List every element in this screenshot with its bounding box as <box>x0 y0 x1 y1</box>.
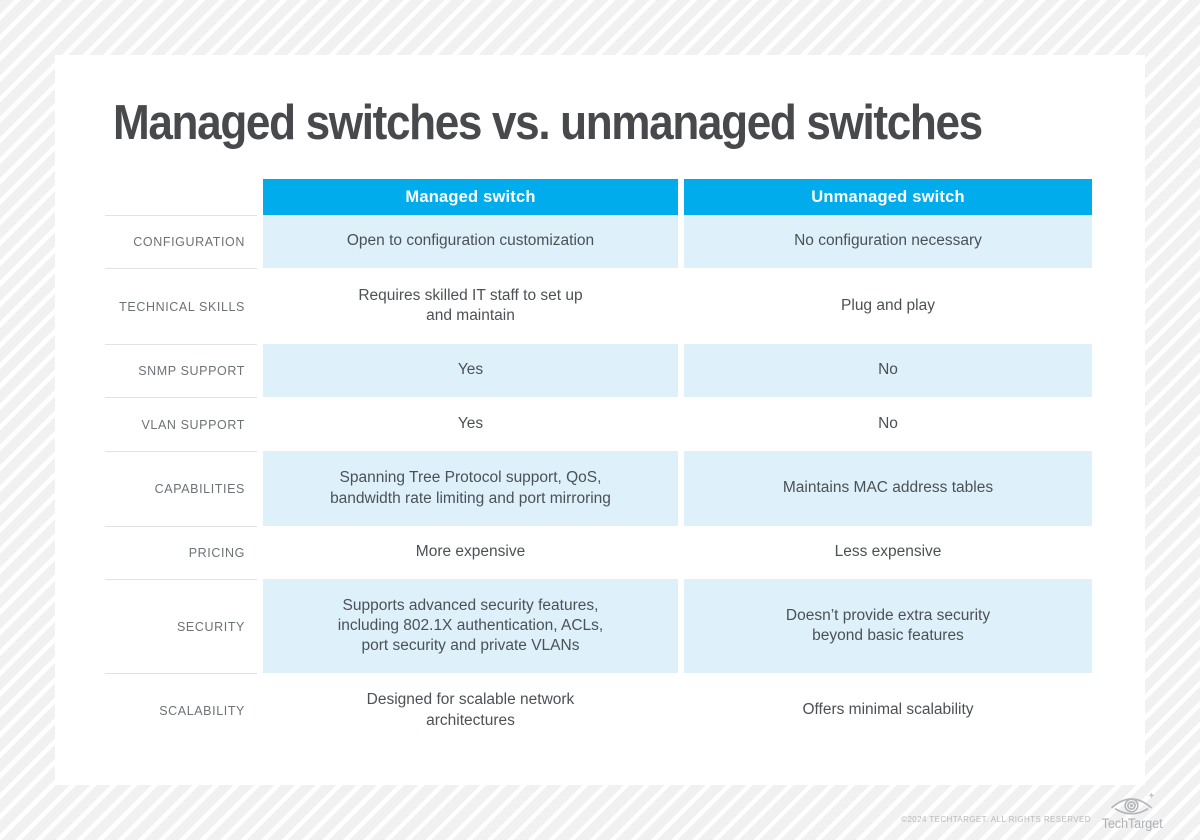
unmanaged-cell: Offers minimal scalability <box>802 701 974 719</box>
managed-cell: Open to configuration customization <box>263 215 678 268</box>
eye-icon <box>1111 792 1155 815</box>
table-row-scalability: SCALABILITY Designed for scalable networ… <box>105 673 1092 748</box>
comparison-table: Managed switch Unmanaged switch CONFIGUR… <box>105 179 1092 748</box>
footer: ©2024 TECHTARGET. ALL RIGHTS RESERVED Te… <box>901 792 1164 831</box>
row-label: CAPABILITIES <box>105 451 257 526</box>
row-label: CONFIGURATION <box>105 215 257 268</box>
column-header-managed: Managed switch <box>263 179 678 215</box>
table-row-security: SECURITY Supports advanced security feat… <box>105 579 1092 673</box>
table-header-row: Managed switch Unmanaged switch <box>105 179 1092 215</box>
table-row-technical-skills: TECHNICAL SKILLS Requires skilled IT sta… <box>105 268 1092 344</box>
table-row-snmp-support: SNMP SUPPORT Yes No <box>105 344 1092 397</box>
unmanaged-cell: No configuration necessary <box>684 215 1092 268</box>
table-row-configuration: CONFIGURATION Open to configuration cust… <box>105 215 1092 268</box>
row-label: SCALABILITY <box>105 673 257 748</box>
managed-cell: Yes <box>263 344 678 397</box>
managed-cell: Supports advanced security features, inc… <box>263 579 678 673</box>
unmanaged-cell: Plug and play <box>841 296 935 314</box>
header-spacer <box>105 179 257 215</box>
unmanaged-cell: Less expensive <box>834 543 942 561</box>
table-row-pricing: PRICING More expensive Less expensive <box>105 526 1092 579</box>
copyright-text: ©2024 TECHTARGET. ALL RIGHTS RESERVED <box>901 815 1091 824</box>
unmanaged-cell: Doesn’t provide extra security beyond ba… <box>684 579 1092 673</box>
page-title: Managed switches vs. unmanaged switches <box>113 96 983 150</box>
table-row-capabilities: CAPABILITIES Spanning Tree Protocol supp… <box>105 451 1092 526</box>
unmanaged-cell: No <box>878 414 898 432</box>
unmanaged-cell: Maintains MAC address tables <box>684 451 1092 526</box>
managed-cell: Designed for scalable network architectu… <box>366 691 575 729</box>
unmanaged-cell: No <box>684 344 1092 397</box>
row-label: VLAN SUPPORT <box>105 397 257 451</box>
managed-cell: Spanning Tree Protocol support, QoS, ban… <box>263 451 678 526</box>
infographic-card: Managed switches vs. unmanaged switches … <box>55 55 1145 785</box>
techtarget-logo: TechTarget <box>1100 792 1164 831</box>
logo-text: TechTarget <box>1101 816 1163 831</box>
row-label: SECURITY <box>105 579 257 673</box>
row-label: SNMP SUPPORT <box>105 344 257 397</box>
row-label: PRICING <box>105 526 257 579</box>
column-header-unmanaged: Unmanaged switch <box>684 179 1092 215</box>
row-label: TECHNICAL SKILLS <box>105 268 257 344</box>
table-row-vlan-support: VLAN SUPPORT Yes No <box>105 397 1092 451</box>
managed-cell: Requires skilled IT staff to set up and … <box>358 286 583 324</box>
managed-cell: Yes <box>457 414 484 432</box>
managed-cell: More expensive <box>415 543 526 561</box>
